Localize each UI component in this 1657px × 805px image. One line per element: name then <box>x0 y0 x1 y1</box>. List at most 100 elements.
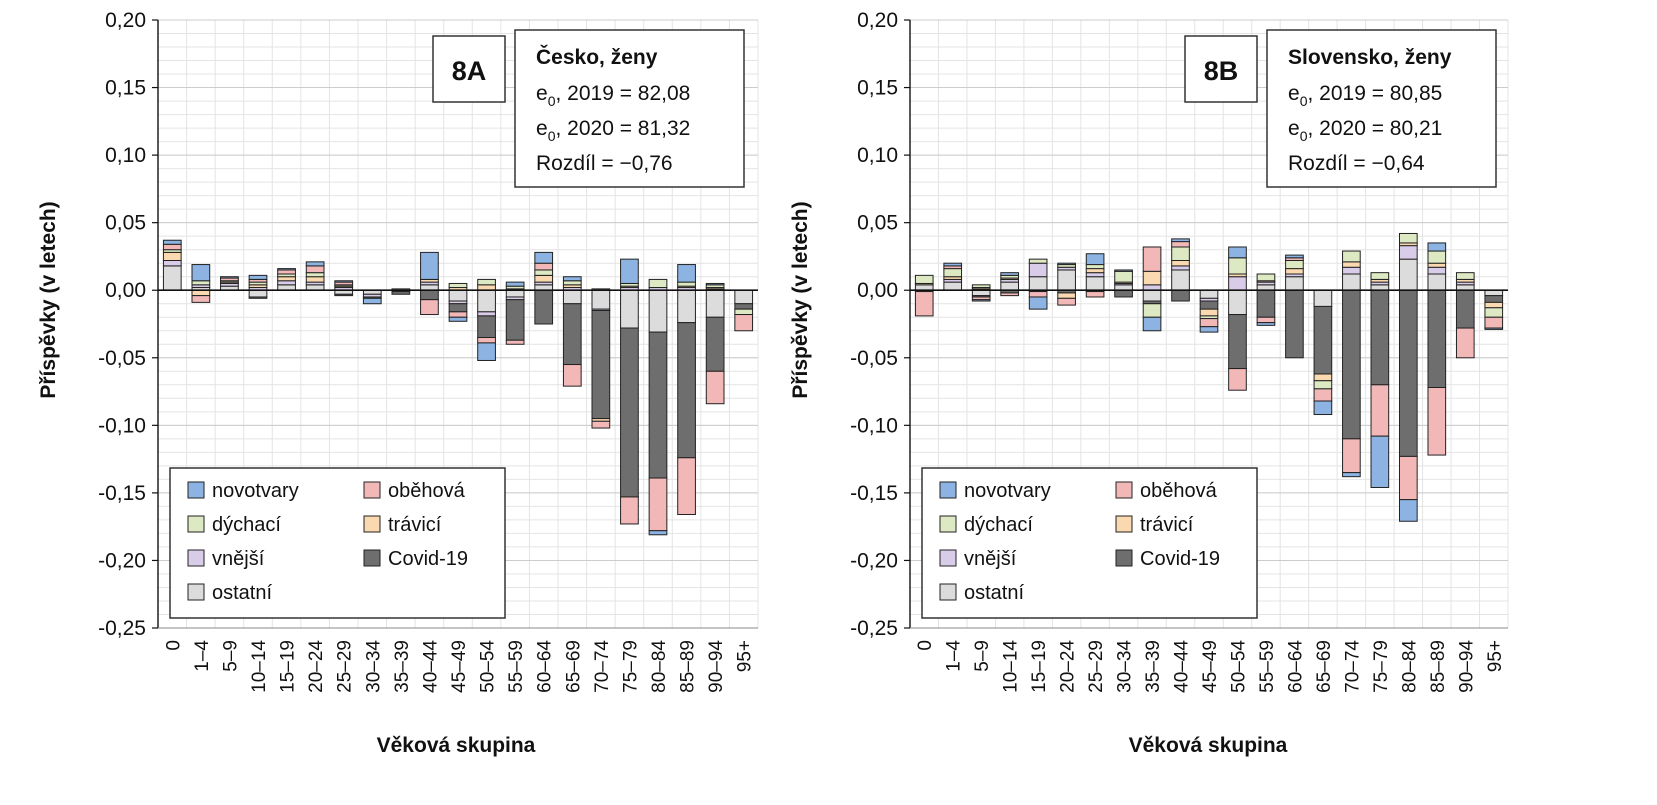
bar-ostatni-10 <box>448 289 468 302</box>
bar-obehova-10 <box>448 311 468 318</box>
bar-novotvary-12 <box>1256 322 1276 326</box>
bar-dychaci-4 <box>1028 258 1048 264</box>
bar-ostatni-18 <box>677 289 696 324</box>
bar-travici-4 <box>277 276 296 282</box>
bar-obehova-0 <box>162 243 182 251</box>
bar-dychaci-11 <box>477 278 496 286</box>
bar-novotvary-2 <box>220 276 239 279</box>
bar-ostatni-7 <box>1114 284 1133 291</box>
bar-travici-8 <box>1142 270 1162 286</box>
legend-swatch-vnejsi <box>939 549 957 567</box>
legend-label-travici: trávicí <box>1140 514 1194 536</box>
x-tick-label: 20–24 <box>1058 640 1079 693</box>
y-tick-label: 0,10 <box>105 144 146 167</box>
bar-novotvary-20 <box>1484 327 1504 330</box>
y-tick-label: -0,15 <box>98 482 146 505</box>
bar-dychaci-5 <box>305 272 325 278</box>
info-box <box>1266 29 1497 188</box>
info-box <box>514 29 745 188</box>
bar-dychaci-15 <box>1342 250 1361 263</box>
legend-label-dychaci: dýchací <box>212 514 281 536</box>
x-tick-label: 10–14 <box>249 640 270 693</box>
bar-ostatni-10 <box>1199 289 1219 299</box>
bar-dychaci-1 <box>943 268 963 278</box>
bar-novotvary-1 <box>943 262 963 267</box>
bar-ostatni-15 <box>591 289 611 310</box>
panel-id: 8A <box>452 56 487 86</box>
x-tick-label: 30–34 <box>1115 640 1136 693</box>
bar-novotvary-18 <box>677 264 696 283</box>
bar-travici-0 <box>162 251 182 261</box>
bar-travici-1 <box>191 289 211 297</box>
bar-obehova-12 <box>505 339 525 345</box>
bar-ostatni-17 <box>648 289 668 333</box>
x-tick-label: 55–59 <box>506 640 527 693</box>
bar-ostatni-16 <box>1370 284 1390 291</box>
bar-novotvary-15 <box>1342 472 1361 478</box>
bar-ostatni-9 <box>420 284 439 291</box>
bar-novotvary-1 <box>191 264 211 282</box>
bar-dychaci-18 <box>1427 250 1447 264</box>
bar-dychaci-12 <box>1256 273 1276 282</box>
bar-ostatni-16 <box>620 289 639 329</box>
bar-covid-11 <box>1228 314 1247 370</box>
bar-covid-14 <box>562 303 582 366</box>
bar-obehova-17 <box>648 477 668 532</box>
bar-obehova-20 <box>734 314 754 332</box>
bar-ostatni-11 <box>477 289 496 313</box>
y-axis-label: Příspěvky (v letech) <box>37 201 60 398</box>
x-tick-label: 40–44 <box>420 640 441 693</box>
bar-dychaci-2 <box>971 284 991 289</box>
bar-covid-9 <box>420 289 439 301</box>
bar-ostatni-0 <box>162 265 182 291</box>
x-tick-label: 50–54 <box>478 640 499 693</box>
bar-vnejsi-9 <box>1171 265 1190 271</box>
bar-ostatni-19 <box>1455 284 1475 291</box>
legend-label-covid: Covid-19 <box>1140 548 1220 570</box>
bar-travici-9 <box>1171 259 1190 267</box>
bar-novotvary-6 <box>334 280 354 283</box>
bar-novotvary-13 <box>534 251 554 264</box>
x-tick-label: 75–79 <box>620 640 641 693</box>
bar-obehova-3 <box>1000 292 1019 297</box>
bar-novotvary-2 <box>971 299 991 302</box>
bar-obehova-5 <box>1057 297 1076 306</box>
x-tick-label: 25–29 <box>1086 640 1107 693</box>
bar-obehova-9 <box>1171 241 1190 248</box>
bar-ostatni-3 <box>248 289 268 298</box>
y-tick-label: -0,25 <box>98 617 146 640</box>
bar-obehova-11 <box>1228 368 1247 391</box>
bar-covid-16 <box>1370 289 1390 386</box>
panel-id-box <box>432 35 506 103</box>
bar-ostatni-8 <box>1142 289 1162 302</box>
bar-ostatni-12 <box>505 289 525 298</box>
bar-vnejsi-15 <box>1342 266 1361 275</box>
info-title: Slovensko, ženy <box>1288 46 1452 69</box>
bar-novotvary-3 <box>1000 272 1019 276</box>
y-tick-label: -0,25 <box>850 617 898 640</box>
y-axis-label: Příspěvky (v letech) <box>789 201 812 398</box>
y-tick-label: -0,15 <box>850 482 898 505</box>
bar-obehova-14 <box>562 364 582 387</box>
bar-novotvary-8 <box>1142 316 1162 332</box>
bar-ostatni-13 <box>534 284 554 291</box>
bar-obehova-19 <box>705 370 725 405</box>
bar-obehova-15 <box>1342 438 1361 474</box>
panel-id: 8B <box>1204 56 1239 86</box>
bar-dychaci-18 <box>677 281 696 287</box>
bar-dychaci-13 <box>1285 259 1304 270</box>
y-tick-label: 0,15 <box>105 77 146 100</box>
bar-covid-19 <box>705 316 725 372</box>
legend-label-novotvary: novotvary <box>212 480 299 502</box>
x-tick-label: 45–49 <box>1200 640 1221 693</box>
bar-novotvary-19 <box>705 282 725 286</box>
bar-ostatni-11 <box>1228 289 1247 316</box>
bar-vnejsi-0 <box>162 259 182 267</box>
bar-novotvary-12 <box>505 281 525 287</box>
bar-ostatni-4 <box>277 284 296 291</box>
bar-ostatni-1 <box>943 281 963 291</box>
info-line: Rozdíl = −0,64 <box>1288 152 1425 175</box>
bar-obehova-10 <box>1199 318 1219 328</box>
bar-vnejsi-6 <box>1085 272 1105 278</box>
bar-novotvary-9 <box>1171 238 1190 243</box>
